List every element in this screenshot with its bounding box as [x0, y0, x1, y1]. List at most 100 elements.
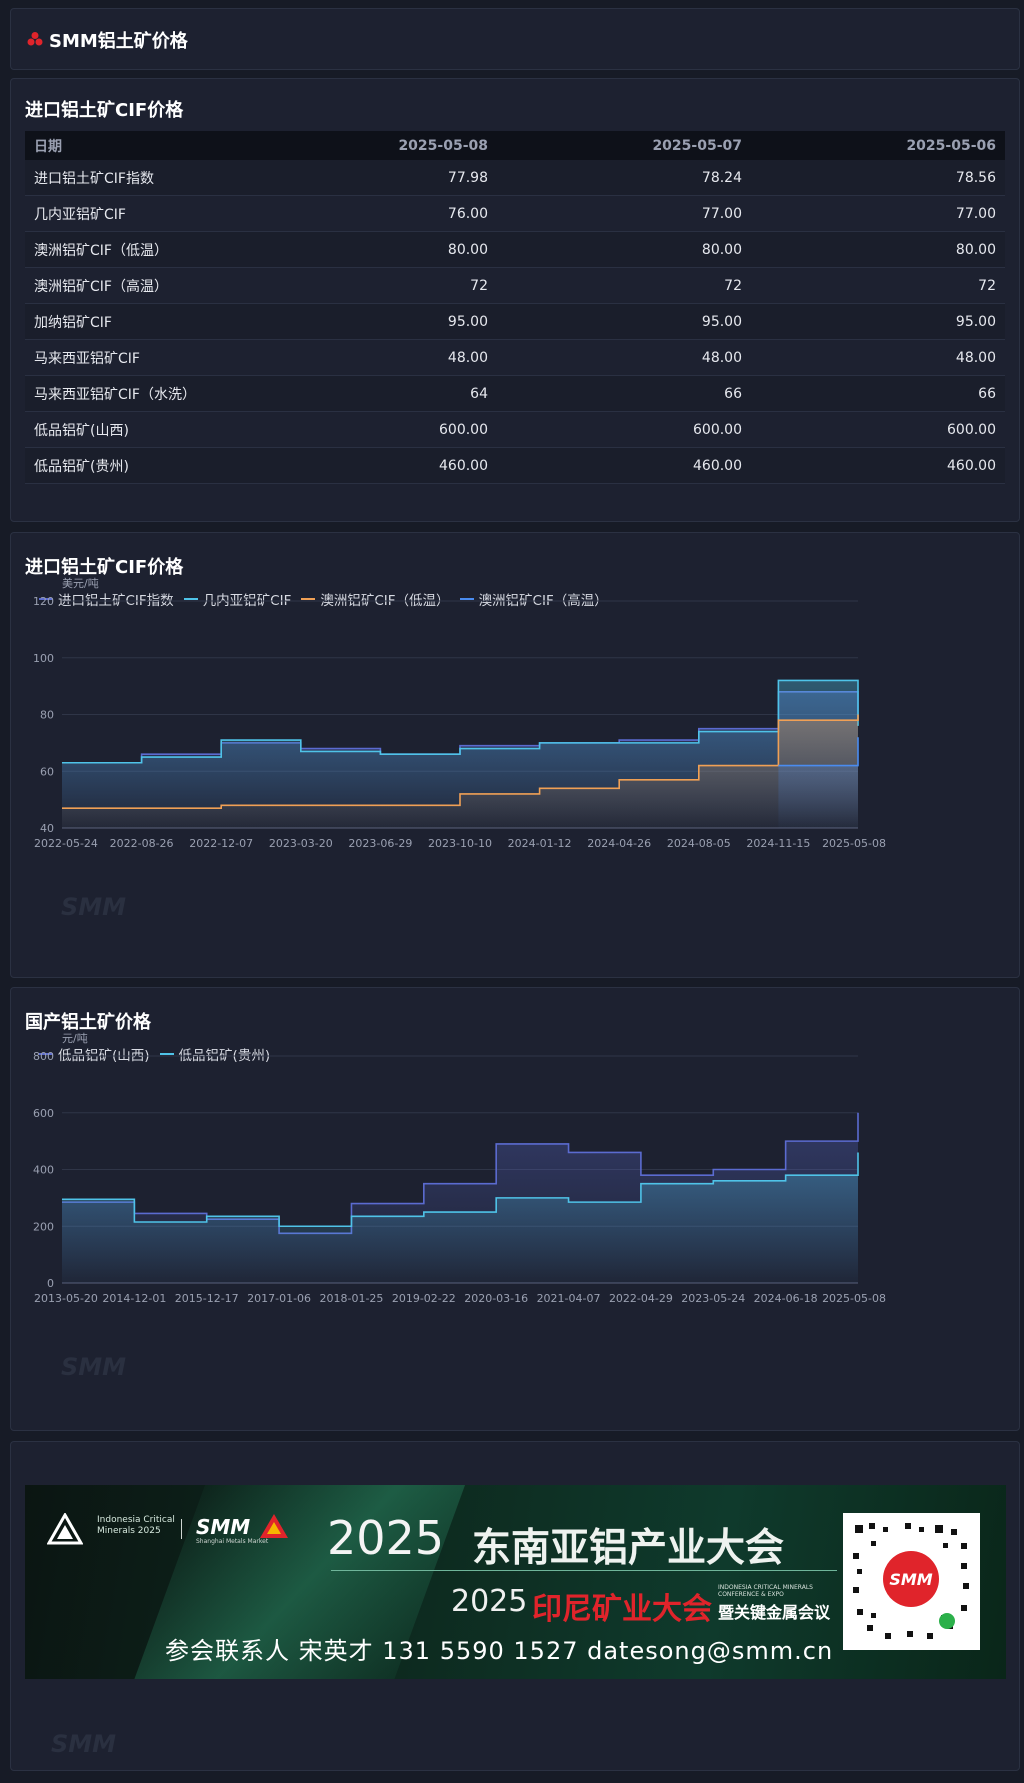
table-row: 进口铝土矿CIF指数 77.98 78.24 78.56 [25, 160, 1005, 196]
ic-logo-icon [47, 1513, 83, 1545]
series-area [778, 737, 858, 828]
table-row: 马来西亚铝矿CIF 48.00 48.00 48.00 [25, 339, 1005, 376]
cell-value: 600.00 [243, 411, 497, 448]
smm-logo-icon [27, 32, 43, 46]
x-tick-label: 2017-01-06 [247, 1292, 311, 1305]
x-tick-label: 2023-10-10 [428, 837, 492, 850]
x-tick-label: 2023-03-20 [269, 837, 333, 850]
table-header-row: 日期 2025-05-08 2025-05-07 2025-05-06 [25, 131, 1005, 160]
banner-title-2: 印尼矿业大会 [532, 1592, 712, 1627]
cif-chart-card: 进口铝土矿CIF价格 进口铝土矿CIF指数 几内亚铝矿CIF 澳洲铝矿CIF（低温）… [10, 532, 1020, 978]
domestic-chart-card: 国产铝土矿价格 低品铝矿(山西) 低品铝矿(贵州) 元/吨 0 200 400 600 80… [10, 987, 1020, 1431]
smm-logo-subtext: Shanghai Metals Market [196, 1538, 269, 1545]
cell-value: 77.98 [243, 160, 497, 196]
x-tick-label: 2014-12-01 [102, 1292, 166, 1305]
smm-logo-text: SMM [196, 1515, 251, 1539]
y-tick-label: 80 [40, 709, 54, 722]
x-tick-label: 2019-02-22 [392, 1292, 456, 1305]
column-header: 2025-05-07 [497, 131, 751, 160]
x-tick-label: 2013-05-20 [34, 1292, 98, 1305]
row-name: 低品铝矿(山西) [25, 411, 243, 448]
x-tick-label: 2024-11-15 [746, 837, 810, 850]
row-name: 马来西亚铝矿CIF（水洗） [25, 375, 243, 412]
x-tick-label: 2015-12-17 [175, 1292, 239, 1305]
banner-year: 2025 [327, 1511, 445, 1565]
cell-value: 460.00 [497, 447, 751, 484]
domestic-price-chart: 元/吨 0 200 400 600 800 2013-05-20 2014-12-01 2015… [33, 1032, 886, 1305]
row-name: 进口铝土矿CIF指数 [25, 160, 243, 196]
divider [181, 1519, 182, 1539]
cell-value: 48.00 [497, 339, 751, 376]
series-area [62, 714, 858, 828]
cell-value: 95.00 [751, 303, 1005, 340]
cell-value: 78.56 [751, 160, 1005, 196]
x-tick-label: 2023-05-24 [681, 1292, 745, 1305]
cell-value: 600.00 [497, 411, 751, 448]
cif-price-chart: 美元/吨 40 60 80 100 120 2022-05-24 2022-08-26 2022… [33, 577, 886, 850]
column-header: 2025-05-08 [243, 131, 497, 160]
svg-text:SMM: SMM [889, 1570, 932, 1589]
table-section-title: 进口铝土矿CIF价格 [25, 100, 184, 121]
y-tick-label: 800 [33, 1050, 54, 1063]
cell-value: 80.00 [243, 231, 497, 268]
price-table-card: 进口铝土矿CIF价格 日期 2025-05-08 2025-05-07 2025… [10, 78, 1020, 522]
ic-logo-text: Indonesia Critical Minerals 2025 [97, 1515, 175, 1536]
y-tick-label: 100 [33, 652, 54, 665]
cell-value: 460.00 [243, 447, 497, 484]
chart-title: 国产铝土矿价格 [25, 1012, 151, 1033]
y-tick-label: 120 [33, 595, 54, 608]
watermark: SMM [61, 1353, 127, 1381]
watermark: SMM [61, 893, 127, 921]
ad-card: Indonesia Critical Minerals 2025 SMM Sha… [10, 1441, 1020, 1771]
series-line [778, 737, 859, 767]
cell-value: 460.00 [751, 447, 1005, 484]
conference-banner[interactable]: Indonesia Critical Minerals 2025 SMM Sha… [25, 1485, 1006, 1679]
cell-value: 95.00 [497, 303, 751, 340]
x-tick-label: 2022-08-26 [110, 837, 174, 850]
series-line [62, 1152, 859, 1228]
cell-value: 72 [751, 267, 1005, 304]
row-name: 几内亚铝矿CIF [25, 195, 243, 232]
banner-tiny-text: INDONESIA CRITICAL MINERALS CONFERENCE &… [718, 1584, 813, 1598]
row-name: 澳洲铝矿CIF（高温） [25, 267, 243, 304]
x-tick-label: 2025-05-08 [822, 837, 886, 850]
cell-value: 80.00 [497, 231, 751, 268]
x-tick-label: 2022-04-29 [609, 1292, 673, 1305]
banner-divider [331, 1570, 837, 1571]
table-row: 加纳铝矿CIF 95.00 95.00 95.00 [25, 303, 1005, 340]
table-row: 低品铝矿(贵州) 460.00 460.00 460.00 [25, 447, 1005, 484]
x-tick-label: 2024-06-18 [754, 1292, 818, 1305]
table-row: 几内亚铝矿CIF 76.00 77.00 77.00 [25, 195, 1005, 232]
qr-code-icon: SMM [853, 1523, 969, 1639]
legend-swatch [159, 1053, 174, 1055]
cell-value: 95.00 [243, 303, 497, 340]
x-tick-label: 2022-05-24 [34, 837, 98, 850]
cell-value: 600.00 [751, 411, 1005, 448]
x-tick-label: 2018-01-25 [319, 1292, 383, 1305]
price-table: 日期 2025-05-08 2025-05-07 2025-05-06 进口铝土… [25, 131, 1005, 484]
banner-title: 东南亚铝产业大会 [472, 1526, 785, 1571]
table-row: 低品铝矿(山西) 600.00 600.00 600.00 [25, 411, 1005, 448]
cell-value: 78.24 [497, 160, 751, 196]
cell-value: 72 [497, 267, 751, 304]
y-tick-label: 200 [33, 1220, 54, 1233]
x-tick-label: 2024-08-05 [667, 837, 731, 850]
x-tick-label: 2024-04-26 [587, 837, 651, 850]
banner-title-3: 暨关键金属会议 [718, 1603, 831, 1622]
watermark: SMM [51, 1730, 117, 1758]
cell-value: 66 [751, 375, 1005, 412]
banner-year-2: 2025 [451, 1584, 528, 1619]
page-title: SMM铝土矿价格 [49, 31, 188, 52]
series-line [62, 679, 859, 764]
legend-swatch [183, 598, 198, 600]
legend-swatch [459, 598, 474, 600]
series-line [62, 714, 859, 809]
cell-value: 77.00 [751, 195, 1005, 232]
cell-value: 77.00 [497, 195, 751, 232]
table-row: 澳洲铝矿CIF（低温） 80.00 80.00 80.00 [25, 231, 1005, 268]
qr-code[interactable]: SMM [843, 1513, 980, 1650]
y-tick-label: 0 [47, 1277, 54, 1290]
row-name: 马来西亚铝矿CIF [25, 339, 243, 376]
table-row: 马来西亚铝矿CIF（水洗） 64 66 66 [25, 375, 1005, 412]
cell-value: 64 [243, 375, 497, 412]
